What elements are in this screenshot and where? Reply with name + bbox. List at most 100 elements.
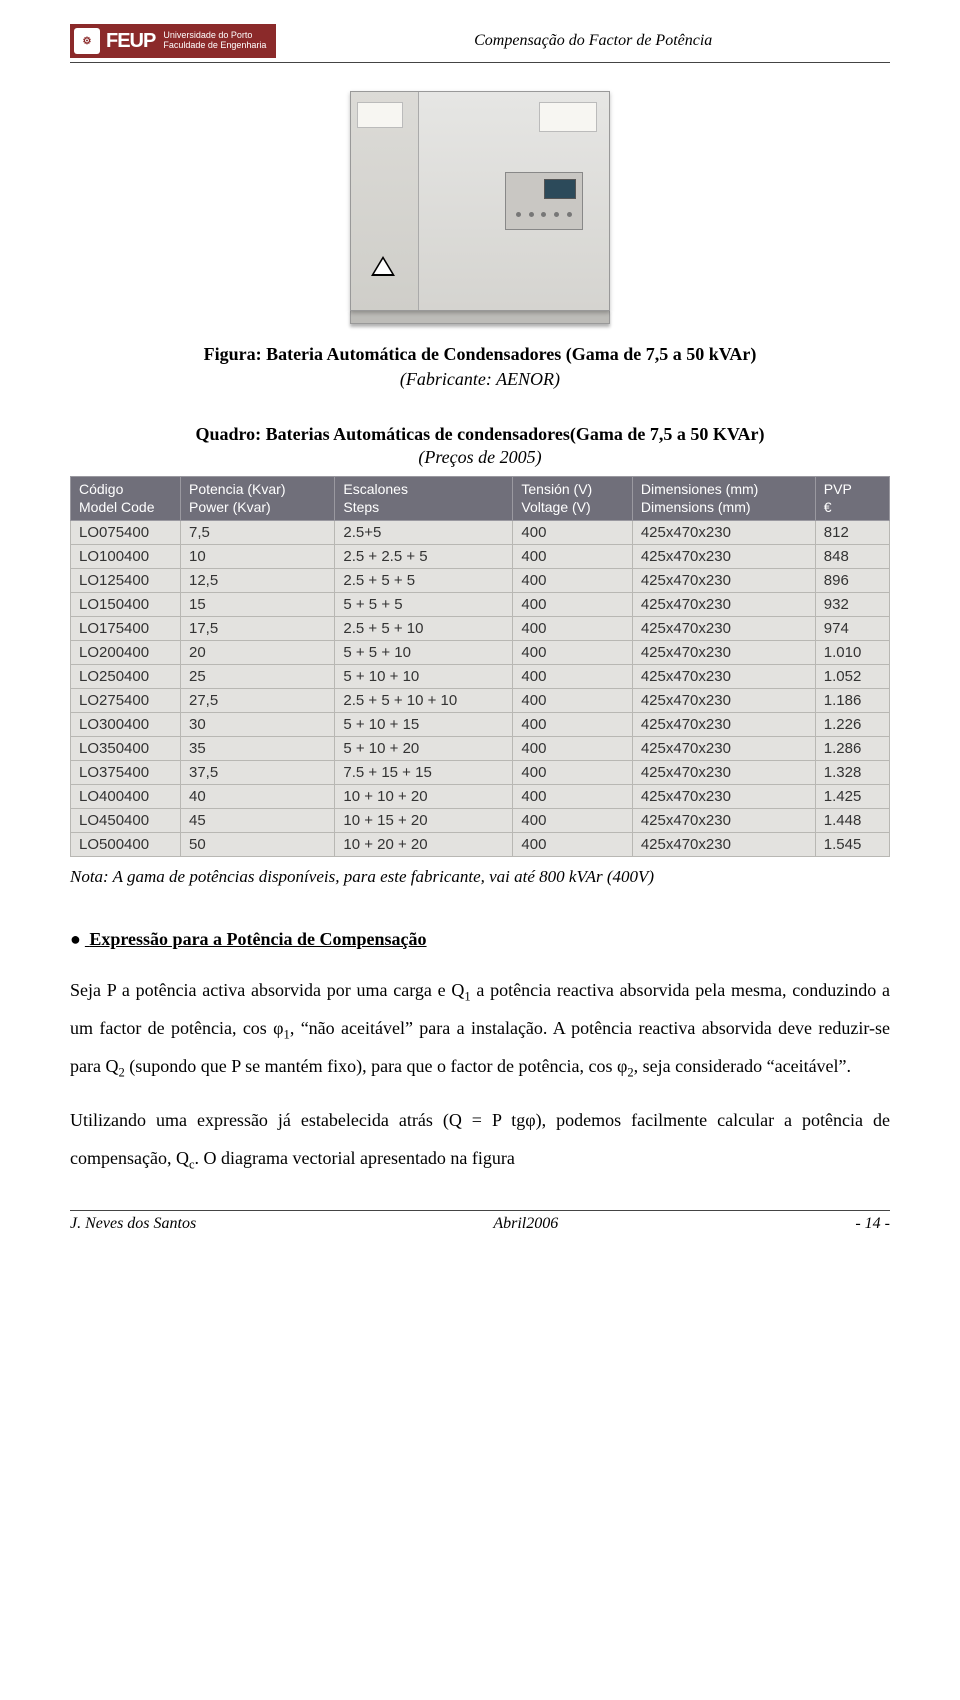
table-cell: 425x470x230 xyxy=(632,641,815,665)
table-cell: LO175400 xyxy=(71,617,181,641)
logo-acronym: FEUP xyxy=(106,30,155,53)
cabinet-door xyxy=(351,92,419,310)
table-cell: LO375400 xyxy=(71,761,181,785)
table-cell: 1.425 xyxy=(815,785,889,809)
table-cell: 400 xyxy=(513,617,632,641)
section-heading: ● Expressão para a Potência de Compensaç… xyxy=(70,929,890,950)
cabinet-base xyxy=(350,310,610,324)
table-cell: 1.448 xyxy=(815,809,889,833)
table-cell: 5 + 5 + 10 xyxy=(335,641,513,665)
table-cell: 400 xyxy=(513,593,632,617)
table-cell: 425x470x230 xyxy=(632,521,815,545)
cabinet-body xyxy=(350,91,610,311)
table-cell: LO500400 xyxy=(71,833,181,857)
col-pvp: PVP€ xyxy=(815,477,889,521)
table-cell: 1.226 xyxy=(815,713,889,737)
table-cell: 400 xyxy=(513,737,632,761)
page-footer: J. Neves dos Santos Abril2006 - 14 - xyxy=(70,1215,890,1233)
table-cell: 400 xyxy=(513,833,632,857)
table-cell: 425x470x230 xyxy=(632,809,815,833)
table-cell: 10 xyxy=(181,545,335,569)
table-cell: 974 xyxy=(815,617,889,641)
table-cell: 50 xyxy=(181,833,335,857)
table-cell: LO450400 xyxy=(71,809,181,833)
paragraph-2: Utilizando uma expressão já estabelecida… xyxy=(70,1102,890,1178)
table-cell: LO250400 xyxy=(71,665,181,689)
table-row: LO150400155 + 5 + 5400425x470x230932 xyxy=(71,593,890,617)
table-cell: 400 xyxy=(513,521,632,545)
table-cell: 5 + 10 + 15 xyxy=(335,713,513,737)
table-cell: 400 xyxy=(513,641,632,665)
paragraph-1: Seja P a potência activa absorvida por u… xyxy=(70,972,890,1086)
running-title: Compensação do Factor de Potência xyxy=(296,32,890,50)
col-codigo: CódigoModel Code xyxy=(71,477,181,521)
table-cell: 25 xyxy=(181,665,335,689)
table-cell: 37,5 xyxy=(181,761,335,785)
table-cell: 400 xyxy=(513,545,632,569)
table-cell: 400 xyxy=(513,713,632,737)
table-cell: 7,5 xyxy=(181,521,335,545)
table-cell: LO100400 xyxy=(71,545,181,569)
table-cell: 1.328 xyxy=(815,761,889,785)
figure-subcaption: (Fabricante: AENOR) xyxy=(70,369,890,390)
table-cell: 17,5 xyxy=(181,617,335,641)
table-cell: 5 + 10 + 20 xyxy=(335,737,513,761)
table-cell: 15 xyxy=(181,593,335,617)
table-footnote: Nota: A gama de potências disponíveis, p… xyxy=(70,867,890,887)
table-cell: 1.545 xyxy=(815,833,889,857)
cabinet-brand-label xyxy=(539,102,597,132)
table-cell: 400 xyxy=(513,689,632,713)
table-cell: 5 + 10 + 10 xyxy=(335,665,513,689)
panel-display xyxy=(544,179,576,199)
table-cell: 2.5 + 5 + 10 xyxy=(335,617,513,641)
table-cell: 425x470x230 xyxy=(632,617,815,641)
capacitor-battery-table: CódigoModel Code Potencia (Kvar)Power (K… xyxy=(70,476,890,857)
table-cell: 27,5 xyxy=(181,689,335,713)
table-cell: 2.5 + 2.5 + 5 xyxy=(335,545,513,569)
table-row: LO37540037,57.5 + 15 + 15400425x470x2301… xyxy=(71,761,890,785)
table-cell: 10 + 20 + 20 xyxy=(335,833,513,857)
table-cell: 400 xyxy=(513,761,632,785)
table-row: LO350400355 + 10 + 20400425x470x2301.286 xyxy=(71,737,890,761)
table-subtitle: (Preços de 2005) xyxy=(70,447,890,468)
table-row: LO5004005010 + 20 + 20400425x470x2301.54… xyxy=(71,833,890,857)
table-cell: 425x470x230 xyxy=(632,593,815,617)
institution-logo: ⚙ FEUP Universidade do Porto Faculdade d… xyxy=(70,24,276,58)
col-potencia: Potencia (Kvar)Power (Kvar) xyxy=(181,477,335,521)
table-cell: 20 xyxy=(181,641,335,665)
table-cell: LO150400 xyxy=(71,593,181,617)
table-cell: LO200400 xyxy=(71,641,181,665)
table-cell: LO350400 xyxy=(71,737,181,761)
table-cell: 425x470x230 xyxy=(632,689,815,713)
col-dimensiones: Dimensiones (mm)Dimensions (mm) xyxy=(632,477,815,521)
table-cell: LO275400 xyxy=(71,689,181,713)
table-cell: 7.5 + 15 + 15 xyxy=(335,761,513,785)
footer-rule xyxy=(70,1210,890,1211)
table-cell: 896 xyxy=(815,569,889,593)
table-cell: 425x470x230 xyxy=(632,737,815,761)
table-cell: 400 xyxy=(513,665,632,689)
table-cell: 2.5 + 5 + 10 + 10 xyxy=(335,689,513,713)
table-cell: 5 + 5 + 5 xyxy=(335,593,513,617)
table-cell: LO075400 xyxy=(71,521,181,545)
table-cell: 10 + 15 + 20 xyxy=(335,809,513,833)
table-title: Quadro: Baterias Automáticas de condensa… xyxy=(70,424,890,445)
table-row: LO250400255 + 10 + 10400425x470x2301.052 xyxy=(71,665,890,689)
table-cell: LO300400 xyxy=(71,713,181,737)
table-cell: 35 xyxy=(181,737,335,761)
table-cell: 1.052 xyxy=(815,665,889,689)
table-cell: 425x470x230 xyxy=(632,545,815,569)
section-heading-text: Expressão para a Potência de Compensação xyxy=(89,929,426,949)
table-cell: 848 xyxy=(815,545,889,569)
footer-page: - 14 - xyxy=(855,1215,890,1233)
col-tension: Tensión (V)Voltage (V) xyxy=(513,477,632,521)
header-rule xyxy=(70,62,890,63)
table-row: LO0754007,52.5+5400425x470x230812 xyxy=(71,521,890,545)
control-panel xyxy=(505,172,583,230)
table-cell: 425x470x230 xyxy=(632,785,815,809)
col-escalones: EscalonesSteps xyxy=(335,477,513,521)
table-cell: 40 xyxy=(181,785,335,809)
table-header-row: CódigoModel Code Potencia (Kvar)Power (K… xyxy=(71,477,890,521)
table-row: LO27540027,52.5 + 5 + 10 + 10400425x470x… xyxy=(71,689,890,713)
table-cell: 10 + 10 + 20 xyxy=(335,785,513,809)
